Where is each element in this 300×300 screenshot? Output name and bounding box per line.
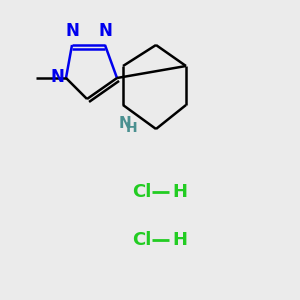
Text: N: N xyxy=(118,116,131,130)
Text: H: H xyxy=(126,121,137,135)
Text: H: H xyxy=(172,183,188,201)
Text: N: N xyxy=(51,68,64,85)
Text: N: N xyxy=(98,22,112,40)
Text: H: H xyxy=(172,231,188,249)
Text: Cl: Cl xyxy=(132,231,152,249)
Text: Cl: Cl xyxy=(132,183,152,201)
Text: N: N xyxy=(65,22,79,40)
